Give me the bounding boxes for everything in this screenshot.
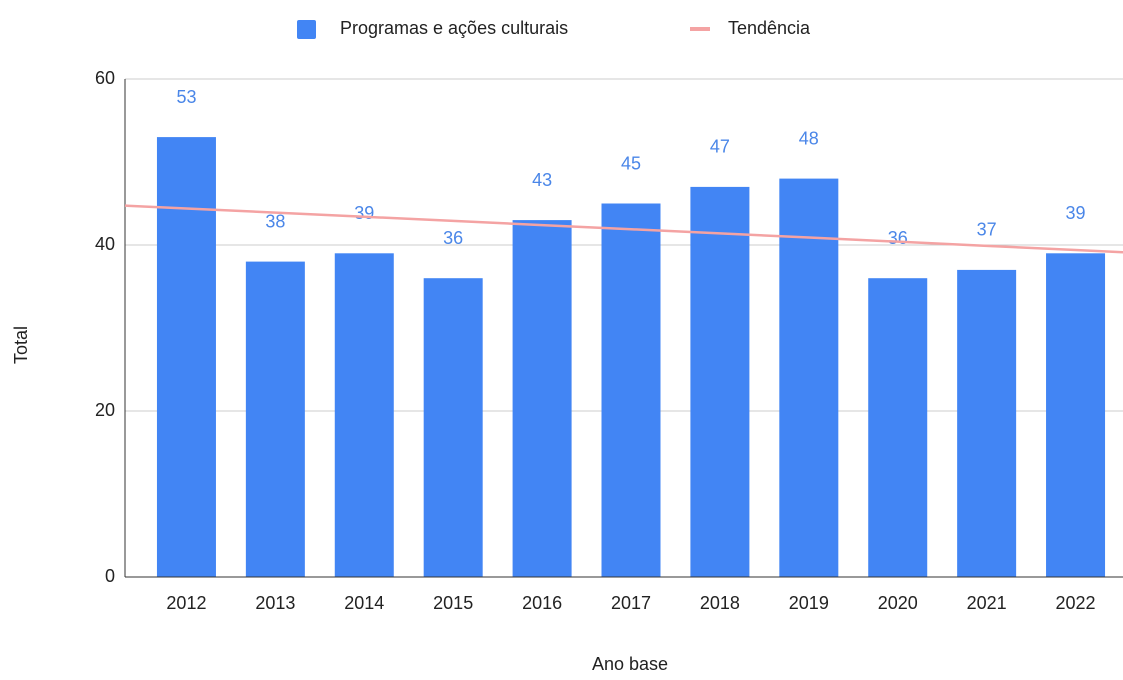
data-label: 37 — [977, 220, 997, 240]
bar — [245, 261, 305, 577]
data-label: 48 — [799, 128, 819, 148]
data-label: 43 — [532, 170, 552, 190]
x-tick-label: 2018 — [700, 593, 740, 613]
x-axis-title: Ano base — [592, 654, 668, 674]
legend-label: Tendência — [728, 18, 811, 38]
data-label: 36 — [443, 228, 463, 248]
bar — [779, 178, 839, 577]
y-axis-title: Total — [11, 326, 31, 364]
x-tick-label: 2016 — [522, 593, 562, 613]
data-label: 47 — [710, 137, 730, 157]
legend-swatch — [297, 20, 316, 39]
bar — [334, 253, 394, 578]
x-tick-label: 2015 — [433, 593, 473, 613]
x-tick-label: 2013 — [255, 593, 295, 613]
bar — [156, 137, 216, 577]
data-label: 39 — [1066, 203, 1086, 223]
data-label: 45 — [621, 153, 641, 173]
bar — [1046, 253, 1106, 578]
bar — [601, 203, 661, 577]
y-tick-label: 0 — [105, 566, 115, 586]
bar — [690, 186, 750, 577]
x-tick-label: 2017 — [611, 593, 651, 613]
y-tick-label: 60 — [95, 68, 115, 88]
data-label: 39 — [354, 203, 374, 223]
y-tick-label: 40 — [95, 234, 115, 254]
x-tick-label: 2020 — [878, 593, 918, 613]
x-tick-label: 2012 — [166, 593, 206, 613]
x-tick-label: 2019 — [789, 593, 829, 613]
x-tick-label: 2014 — [344, 593, 384, 613]
data-label: 38 — [265, 211, 285, 231]
trend-line — [124, 204, 1123, 254]
legend-label: Programas e ações culturais — [340, 18, 568, 38]
bar — [957, 269, 1017, 577]
data-label: 36 — [888, 228, 908, 248]
bar — [423, 278, 483, 577]
bar — [868, 278, 928, 577]
x-tick-label: 2021 — [967, 593, 1007, 613]
bar — [512, 220, 572, 577]
y-tick-label: 20 — [95, 400, 115, 420]
data-label: 53 — [176, 87, 196, 107]
x-tick-label: 2022 — [1056, 593, 1096, 613]
